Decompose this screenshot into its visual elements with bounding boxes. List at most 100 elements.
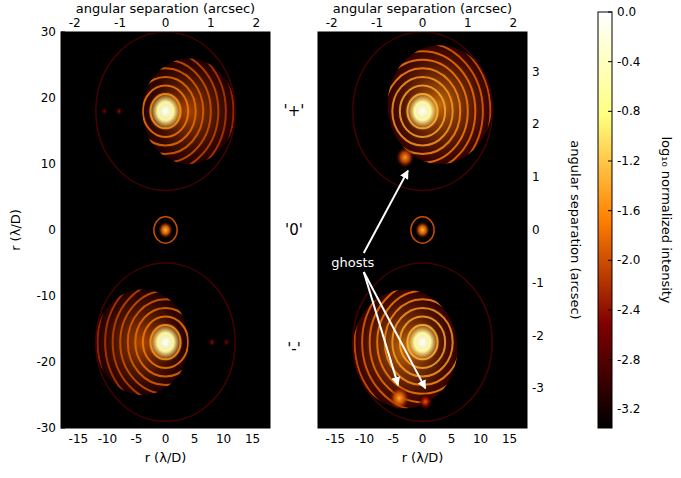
x2-tick xyxy=(377,32,378,36)
x-tick xyxy=(107,424,108,428)
x2-tick-label: 0 xyxy=(162,16,170,30)
ring xyxy=(411,217,434,243)
y2-tick xyxy=(523,230,527,231)
spot xyxy=(389,386,410,410)
halo-ring xyxy=(128,68,203,154)
x2-tick-label: 2 xyxy=(253,16,261,30)
x-tick-label: 10 xyxy=(216,432,231,446)
halo xyxy=(142,58,235,164)
x2-tick xyxy=(513,32,514,36)
x-tick xyxy=(422,424,423,428)
x-tick-label: -10 xyxy=(98,432,118,446)
spot xyxy=(148,322,183,362)
colorbar-tick-label: -1.2 xyxy=(617,154,640,168)
halo-texture xyxy=(90,32,241,197)
colorbar-tick xyxy=(608,260,612,261)
y-axis-title: r (λ/D) xyxy=(8,209,23,251)
colorbar-tick-label: -2.8 xyxy=(617,353,640,367)
colorbar-tick-label: -2.4 xyxy=(617,303,640,317)
x-tick xyxy=(165,424,166,428)
halo xyxy=(96,289,189,395)
spot xyxy=(405,91,440,131)
colorbar-tick-label: -0.4 xyxy=(617,55,640,69)
y2-tick xyxy=(523,282,527,283)
halo-ring xyxy=(90,32,241,197)
source-label: '-' xyxy=(287,340,301,358)
y2-tick-label: -3 xyxy=(532,381,544,395)
halo-ring xyxy=(90,256,241,428)
x2-tick xyxy=(210,32,211,36)
x-tick xyxy=(223,424,224,428)
spot xyxy=(405,322,440,362)
y-tick xyxy=(61,164,65,165)
spot xyxy=(208,338,216,347)
x-tick-label: -5 xyxy=(130,432,142,446)
x2-tick xyxy=(120,32,121,36)
y-tick-label: 0 xyxy=(48,223,56,237)
y-tick-label: -20 xyxy=(36,355,56,369)
plot-background xyxy=(318,32,527,428)
y-tick-label: 20 xyxy=(41,91,56,105)
image-marks xyxy=(347,32,498,428)
halo-ring xyxy=(355,265,491,419)
x2-tick xyxy=(422,32,423,36)
halo-ring xyxy=(143,85,188,136)
x-tick-label: 5 xyxy=(191,432,199,446)
halo-ring xyxy=(135,77,195,146)
y2-tick-label: 2 xyxy=(532,117,540,131)
halo-ring xyxy=(347,256,498,428)
halo-texture xyxy=(90,256,241,428)
x-tick xyxy=(194,424,195,428)
x2-tick xyxy=(256,32,257,36)
colorbar-tick xyxy=(608,359,612,360)
y2-tick-label: 0 xyxy=(532,223,540,237)
colorbar-title: log₁₀ normalized intensity xyxy=(659,136,674,303)
ring xyxy=(96,263,235,421)
x-tick-label: 0 xyxy=(162,432,170,446)
colorbar-tick-label: -0.8 xyxy=(617,104,640,118)
halo-ring xyxy=(98,265,234,419)
x-tick xyxy=(480,424,481,428)
x-tick xyxy=(393,424,394,428)
colorbar-tick-label: 0.0 xyxy=(617,5,636,19)
y2-tick-label: -2 xyxy=(532,329,544,343)
x2-tick-label: 1 xyxy=(207,16,215,30)
y2-axis-title: angular separation (arcsec) xyxy=(568,140,583,319)
halo-ring xyxy=(98,34,234,188)
y2-tick xyxy=(523,388,527,389)
spot xyxy=(222,338,230,347)
halo-ring xyxy=(400,85,445,136)
colorbar-tick xyxy=(608,61,612,62)
ring xyxy=(353,263,492,421)
x2-tick-label: 0 xyxy=(419,16,427,30)
y-tick-label: 10 xyxy=(41,157,56,171)
x2-tick xyxy=(74,32,75,36)
halo-ring xyxy=(362,274,483,411)
x2-tick xyxy=(165,32,166,36)
colorbar-tick xyxy=(608,210,612,211)
ring xyxy=(353,32,492,190)
y-tick-label: -10 xyxy=(36,289,56,303)
x-tick-label: 5 xyxy=(448,432,456,446)
y2-tick-label: -1 xyxy=(532,276,544,290)
plot-frame xyxy=(61,32,270,428)
x-tick xyxy=(451,424,452,428)
colorbar-tick xyxy=(608,310,612,311)
halo-ring xyxy=(377,60,468,163)
y2-tick-label: 3 xyxy=(532,65,540,79)
x2-tick-label: 1 xyxy=(464,16,472,30)
halo-ring xyxy=(347,32,498,197)
y2-tick xyxy=(523,124,527,125)
halo-ring xyxy=(105,43,226,180)
y2-tick xyxy=(523,71,527,72)
y-tick xyxy=(61,98,65,99)
figure: -15-10-5051015-2-1012-30-20-100102030r (… xyxy=(0,0,681,478)
x-tick xyxy=(509,424,510,428)
halo-ring xyxy=(143,316,188,367)
x2-axis-title: angular separation (arcsec) xyxy=(76,1,255,16)
halo-ring xyxy=(120,291,211,394)
x-tick-label: -15 xyxy=(326,432,346,446)
y2-tick xyxy=(523,177,527,178)
x-tick xyxy=(252,424,253,428)
colorbar-tick-label: -2.0 xyxy=(617,253,640,267)
